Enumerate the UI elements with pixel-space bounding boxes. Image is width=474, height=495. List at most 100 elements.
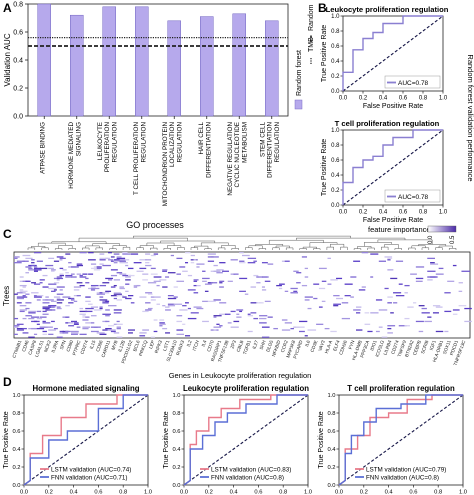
heatmap-cell (42, 286, 49, 288)
roc-curve (23, 394, 148, 486)
chance-diagonal (183, 394, 309, 486)
gene-label: CDH26 (338, 339, 348, 355)
heatmap-cell (256, 302, 262, 304)
heatmap-cell (16, 296, 25, 298)
heatmap-frame (13, 251, 471, 339)
heatmap-cell (236, 313, 240, 315)
y-tick-label: 0.2 (172, 465, 180, 471)
gene-label: CD70 (206, 339, 215, 352)
heatmap-cell (216, 323, 220, 325)
heatmap-cell (33, 283, 41, 285)
heatmap-cell (165, 306, 170, 308)
heatmap-cell (299, 330, 305, 333)
x-tick-label: 0.8 (434, 490, 442, 495)
gene-label: PYCARD (292, 339, 303, 359)
heatmap-cell (307, 329, 317, 331)
x-tick-label: MITOCHONDRION PROTEINLOCALIZATIONREGULAT… (162, 122, 183, 207)
heatmap-cell (153, 319, 158, 321)
gene-label: IDO1 (369, 339, 378, 351)
gene-label: BCL6 (132, 339, 141, 352)
heatmap-cell (432, 312, 439, 314)
heatmap-cell (48, 329, 56, 331)
gene-label: TNFSF9 (397, 339, 408, 357)
heatmap-cell (36, 317, 43, 320)
heatmap-cell (90, 322, 95, 324)
legend-label-tmb: TMB (308, 37, 315, 52)
heatmap-cell (259, 317, 267, 320)
heatmap-cell (96, 266, 102, 268)
heatmap-cell (193, 259, 197, 261)
gene-label: MYB (111, 340, 119, 351)
heatmap-cell (96, 293, 105, 295)
heatmap-cell (344, 283, 353, 285)
gene-label: SHH (259, 340, 267, 351)
heatmap-cell (22, 332, 29, 334)
heatmap-cell (90, 284, 99, 287)
heatmap-cell (387, 269, 394, 271)
heatmap-cell (133, 284, 140, 287)
heatmap-cell (113, 312, 122, 314)
heatmap-cell (207, 282, 213, 284)
heatmap-cell (150, 299, 156, 301)
heatmap-cell (119, 273, 127, 275)
heatmap-cell (284, 322, 292, 324)
heatmap-cell (415, 320, 424, 323)
heatmap-cell (207, 253, 216, 255)
heatmap-cell (56, 307, 62, 310)
heatmap-cell (233, 320, 240, 323)
heatmap-cell (301, 284, 308, 287)
heatmap-cell (25, 293, 30, 295)
heatmap-cell (167, 295, 174, 297)
heatmap-cell (193, 284, 197, 287)
heatmap-cell (404, 284, 410, 287)
heatmap-cell (387, 302, 392, 304)
heatmap-cell (130, 253, 139, 255)
heatmap-cell (65, 330, 71, 333)
heatmap-cell (79, 252, 87, 254)
y-tick-label: 0.0 (13, 114, 23, 121)
heatmap-cell (102, 282, 110, 284)
x-tick-label: 0.2 (360, 490, 368, 495)
heatmap-cell (59, 259, 63, 261)
legend: Random forest TMB Random (294, 4, 315, 110)
plot-title: Leukocyte proliferation regulation (183, 384, 309, 393)
gene-label: CD274 (79, 339, 89, 355)
heatmap-cell (193, 306, 202, 308)
gene-label: CEBPB (412, 340, 422, 356)
heatmap-cell (116, 272, 123, 274)
heatmap-cell (341, 317, 351, 320)
heatmap-cell (28, 269, 36, 271)
legend-label: AUC=0.78 (398, 80, 429, 87)
heatmap-cell (36, 295, 44, 297)
heatmap-cell (76, 263, 83, 265)
heatmap-cell (370, 276, 374, 278)
heatmap-cell (395, 295, 405, 297)
heatmap-cell (304, 296, 313, 298)
heatmap-cell (113, 253, 120, 255)
heatmap-cell (39, 279, 45, 281)
heatmap-cell (224, 313, 231, 315)
heatmap-cell (51, 300, 57, 303)
heatmap-cell (261, 326, 270, 328)
gene-label: MAP3K8 (285, 339, 296, 358)
heatmap-cell (387, 327, 392, 330)
heatmap-cell (333, 295, 340, 297)
y-axis-label: Trees (2, 286, 11, 306)
heatmap-cell (458, 282, 463, 284)
heatmap-cell (353, 309, 361, 311)
heatmap-cell (56, 336, 63, 338)
heatmap-cell (210, 256, 219, 258)
heatmap-cell (71, 320, 78, 323)
heatmap-cell (116, 323, 123, 325)
bar (70, 14, 84, 117)
x-tick-label: T CELL PROLIFERATIONREGULATION (133, 122, 147, 195)
heatmap-cell (147, 293, 153, 295)
gene-label: CD80 (66, 339, 75, 352)
heatmap-cell (344, 295, 351, 297)
heatmap-cell (51, 270, 55, 272)
heatmap-cell (293, 290, 298, 292)
bar (200, 16, 214, 117)
heatmap-cell (430, 262, 435, 264)
heatmap-cell (90, 289, 96, 291)
